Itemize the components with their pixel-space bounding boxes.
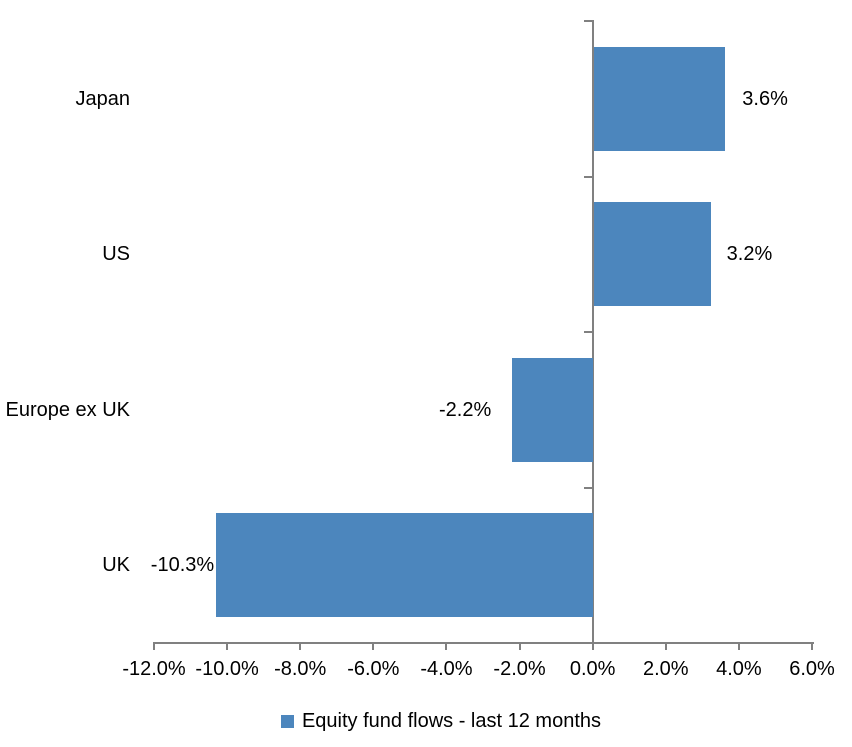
x-axis-tick-label: 2.0% <box>642 658 689 680</box>
x-axis-tick-label: -2.0% <box>493 658 546 680</box>
y-axis-tick <box>583 175 592 178</box>
y-axis-line <box>591 20 594 643</box>
x-axis-tick-label: 0.0% <box>569 658 616 680</box>
x-axis-tick-label: -4.0% <box>420 658 473 680</box>
x-axis-tick <box>737 644 740 650</box>
x-axis-tick <box>372 644 375 650</box>
y-axis-tick <box>583 20 592 22</box>
category-label-europe-ex-uk: Europe ex UK <box>5 398 130 421</box>
x-axis-tick <box>445 644 448 650</box>
category-label-us: US <box>102 243 130 266</box>
x-axis-tick-label: -6.0% <box>347 658 400 680</box>
value-label-uk: -10.3% <box>150 554 215 577</box>
x-axis-tick <box>226 644 229 650</box>
legend-label: Equity fund flows - last 12 months <box>301 710 602 732</box>
x-axis-tick-label: -10.0% <box>195 658 259 680</box>
x-axis-tick-label: -12.0% <box>122 658 186 680</box>
value-label-europe-ex-uk: -2.2% <box>439 398 492 421</box>
x-axis-tick <box>664 644 667 650</box>
x-axis-tick <box>811 644 813 650</box>
bar-us <box>593 202 711 307</box>
legend-swatch-icon <box>280 715 294 728</box>
bar-uk <box>216 513 593 618</box>
y-axis-tick <box>583 331 592 333</box>
category-label-japan: Japan <box>75 87 131 110</box>
y-axis-tick <box>583 642 592 644</box>
x-axis-tick <box>153 644 155 650</box>
x-axis-line <box>153 642 814 644</box>
x-axis-tick-label: 4.0% <box>716 658 762 680</box>
x-axis-tick <box>591 644 594 650</box>
value-label-japan: 3.6% <box>742 87 788 110</box>
category-label-uk: UK <box>102 554 130 577</box>
bar-japan <box>593 46 726 151</box>
x-axis-tick <box>299 644 302 650</box>
y-axis-tick <box>583 486 592 489</box>
x-axis-tick <box>518 644 521 650</box>
x-axis-tick-label: 6.0% <box>789 658 835 680</box>
x-axis-tick-label: -8.0% <box>274 658 327 680</box>
bar-europe-ex-uk <box>512 357 593 462</box>
legend: Equity fund flows - last 12 months <box>15 710 852 733</box>
value-label-us: 3.2% <box>726 243 773 266</box>
